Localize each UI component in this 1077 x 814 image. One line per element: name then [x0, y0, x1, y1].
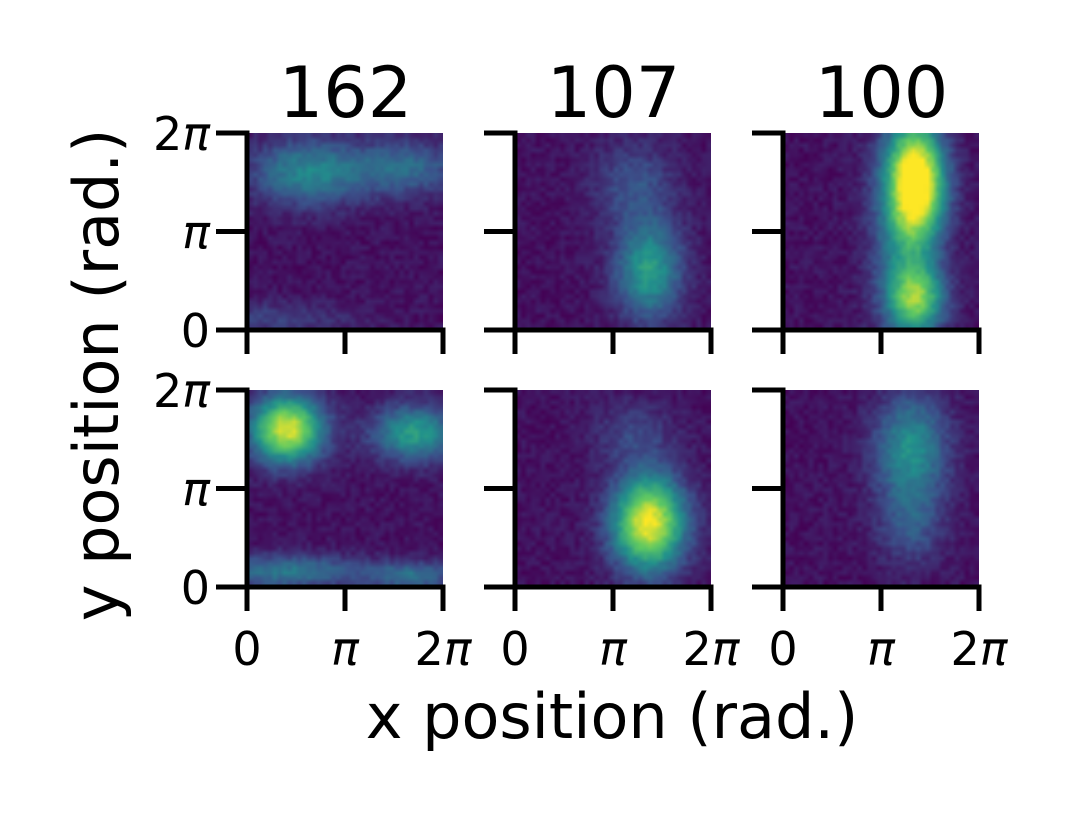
x-tick-label: 2π [951, 622, 1009, 676]
x-tick-label: 2π [683, 622, 741, 676]
y-tick-label: 0 [181, 304, 210, 358]
panels [216, 130, 982, 611]
heatmap-panel [484, 130, 714, 354]
panel-title: 162 [279, 52, 413, 134]
x-tick-label: 0 [500, 622, 529, 676]
heatmap-image [248, 133, 443, 328]
y-tick-label: 0 [181, 561, 210, 615]
x-tick-label: 0 [232, 622, 261, 676]
heatmap-image [248, 390, 443, 585]
y-tick-label: π [182, 206, 211, 260]
panel-title: 100 [815, 52, 949, 134]
y-tick-label: 2π [153, 364, 211, 418]
y-tick-label: π [182, 463, 211, 517]
x-tick-label: 2π [415, 622, 473, 676]
tick-labels: 0 π 2π 0 π 2π 0 π 2π 0 π 2π 0 π 2π [153, 107, 1009, 676]
x-tick-label: π [331, 622, 360, 676]
x-tick-label: π [867, 622, 896, 676]
x-axis-label: x position (rad.) [366, 680, 859, 753]
heatmap-panel [752, 387, 982, 611]
heatmap-image [784, 133, 979, 328]
heatmap-image [516, 133, 711, 328]
heatmap-panel [216, 130, 446, 354]
panel-title: 107 [547, 52, 681, 134]
x-tick-label: π [599, 622, 628, 676]
y-axis-label: y position (rad.) [60, 129, 133, 622]
column-titles: 162 107 100 [279, 52, 949, 134]
heatmap-panel [484, 387, 714, 611]
heatmap-image [516, 390, 711, 585]
heatmap-panel [216, 387, 446, 611]
y-tick-label: 2π [153, 107, 211, 161]
heatmap-panel [752, 130, 982, 354]
x-tick-label: 0 [768, 622, 797, 676]
heatmap-image [784, 390, 979, 585]
